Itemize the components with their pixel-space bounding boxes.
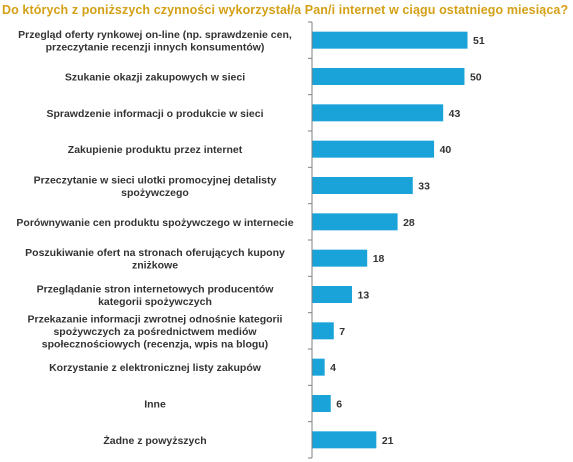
bar-4 <box>312 140 435 158</box>
bar-3 <box>312 104 444 122</box>
bar-5 <box>312 177 413 194</box>
category-label-6: Porównywanie cen produktu spożywczego w … <box>16 217 293 229</box>
category-label-line: Korzystanie z elektronicznej listy zakup… <box>49 362 262 374</box>
category-label-8: Przeglądanie stron internetowych produce… <box>37 283 275 308</box>
value-label-6: 28 <box>403 217 415 229</box>
category-label-line: Porównywanie cen produktu spożywczego w … <box>16 217 293 229</box>
category-label-9: Przekazanie informacji zwrotnej odnośnie… <box>28 313 283 350</box>
value-label-8: 13 <box>358 290 370 302</box>
bar-8 <box>312 286 353 303</box>
value-label-3: 43 <box>449 108 461 120</box>
category-label-line: Przeglądanie stron internetowych produce… <box>37 283 275 295</box>
value-label-4: 40 <box>440 144 452 156</box>
category-label-10: Korzystanie z elektronicznej listy zakup… <box>49 362 262 374</box>
bar-12 <box>312 431 377 449</box>
chart-title: Do których z poniższych czynności wykorz… <box>2 3 569 17</box>
value-label-1: 51 <box>473 35 485 47</box>
values-layer: 51 50 43 40 33 28 18 13 7 4 6 21 <box>330 35 485 447</box>
category-label-5: Przeczytanie w sieci ulotki promocyjnej … <box>34 174 277 199</box>
bar-6 <box>312 213 398 231</box>
bar-7 <box>312 249 368 267</box>
category-label-4: Zakupienie produktu przez internet <box>68 144 243 156</box>
value-label-5: 33 <box>418 181 430 193</box>
value-label-10: 4 <box>330 362 336 374</box>
bar-1 <box>312 31 468 49</box>
category-label-line: Przegląd oferty rynkowej on-line (np. sp… <box>18 29 292 41</box>
category-label-line: Poszukiwanie ofert na stronach oferujący… <box>25 247 285 259</box>
category-label-line: Przeczytanie w sieci ulotki promocyjnej … <box>34 174 277 186</box>
labels-layer: Przegląd oferty rynkowej on-line (np. sp… <box>16 29 293 447</box>
bars-layer <box>312 31 468 449</box>
value-label-7: 18 <box>373 253 385 265</box>
category-label-line: Szukanie okazji zakupowych w sieci <box>65 72 245 84</box>
category-label-line: Zakupienie produktu przez internet <box>68 144 243 156</box>
bar-2 <box>312 68 465 85</box>
category-label-1: Przegląd oferty rynkowej on-line (np. sp… <box>18 29 292 54</box>
axis-layer <box>308 21 313 459</box>
category-label-3: Sprawdzenie informacji o produkcie w sie… <box>46 108 263 120</box>
category-label-line: Przekazanie informacji zwrotnej odnośnie… <box>28 313 283 325</box>
category-label-line: Inne <box>144 399 166 411</box>
value-label-2: 50 <box>470 72 482 84</box>
bar-11 <box>312 395 331 412</box>
bar-9 <box>312 322 334 340</box>
category-label-line: Sprawdzenie informacji o produkcie w sie… <box>46 108 263 120</box>
bar-10 <box>312 358 325 376</box>
category-label-line: zniżkowe <box>132 259 178 271</box>
category-label-7: Poszukiwanie ofert na stronach oferujący… <box>25 247 285 271</box>
category-label-11: Inne <box>144 399 166 411</box>
category-label-line: społecznościowych (recenzja, wpis na blo… <box>42 338 268 350</box>
category-label-2: Szukanie okazji zakupowych w sieci <box>65 72 245 84</box>
category-label-12: Żadne z powyższych <box>103 434 206 447</box>
category-label-line: przeczytanie recenzji innych konsumentów… <box>46 41 265 53</box>
value-label-11: 6 <box>336 399 342 411</box>
value-label-12: 21 <box>382 435 394 447</box>
value-label-9: 7 <box>339 326 345 338</box>
category-label-line: spożywczych za pośrednictwem mediów <box>53 326 257 338</box>
category-label-line: spożywczego <box>121 187 189 199</box>
category-label-line: Żadne z powyższych <box>103 434 206 447</box>
category-label-line: kategorii spożywczych <box>98 296 212 308</box>
